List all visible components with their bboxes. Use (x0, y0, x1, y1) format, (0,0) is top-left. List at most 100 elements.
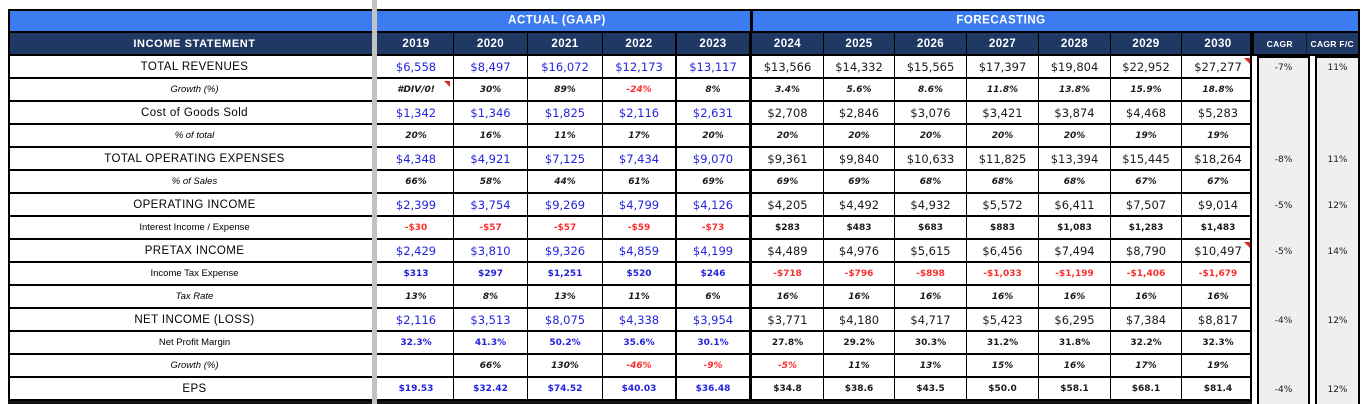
cell-2028[interactable]: $58.1 (1039, 378, 1111, 399)
cell-2020[interactable]: $3,754 (454, 194, 528, 215)
cell-2026[interactable]: $683 (895, 217, 967, 238)
year-header-2023[interactable]: 2023 (677, 33, 752, 54)
cell-2027[interactable]: $3,421 (967, 102, 1039, 123)
cell-2026[interactable]: 8.6% (895, 79, 967, 100)
cell-2022[interactable]: $7,434 (603, 148, 677, 169)
cell-2029[interactable]: 19% (1111, 125, 1182, 146)
cell-2024[interactable]: $3,771 (752, 309, 824, 330)
cell-2025[interactable]: $4,492 (824, 194, 895, 215)
cell-2028[interactable]: -$1,199 (1039, 263, 1111, 284)
cell-2028[interactable]: 16% (1039, 286, 1111, 307)
cell-2024[interactable]: 69% (752, 171, 824, 192)
cell-2022[interactable]: -24% (603, 79, 677, 100)
cell-2024[interactable]: $4,489 (752, 240, 824, 261)
cell-2029[interactable]: 15.9% (1111, 79, 1182, 100)
cell-2026[interactable]: 20% (895, 125, 967, 146)
cell-2029[interactable]: 16% (1111, 286, 1182, 307)
cell-2027[interactable]: 15% (967, 355, 1039, 376)
cell-2025[interactable]: $14,332 (824, 56, 895, 77)
year-header-2026[interactable]: 2026 (895, 33, 967, 54)
cell-2027[interactable]: -$1,033 (967, 263, 1039, 284)
cell-2030[interactable]: 67% (1207, 176, 1229, 187)
cagr-column-header[interactable]: CAGR (1266, 38, 1293, 49)
year-header-2024[interactable]: 2024 (752, 33, 824, 54)
cell-2023[interactable]: $9,070 (677, 148, 752, 169)
cell-2029[interactable]: 17% (1111, 355, 1182, 376)
cell-2022[interactable]: $2,116 (603, 102, 677, 123)
cell-2029[interactable]: -$1,406 (1111, 263, 1182, 284)
cell-2019[interactable]: $1,342 (379, 102, 454, 123)
cell-2030[interactable]: 16% (1207, 291, 1229, 302)
cell-2020[interactable]: 16% (454, 125, 528, 146)
cell-2019[interactable]: $313 (379, 263, 454, 284)
cell-2019[interactable]: 20% (379, 125, 454, 146)
row-label[interactable]: Net Profit Margin (158, 337, 231, 348)
cell-2019[interactable]: 66% (379, 171, 454, 192)
cell-2027[interactable]: $883 (967, 217, 1039, 238)
cagr-column[interactable]: -7% -8% -5% -5% -4% -4% (1257, 56, 1310, 404)
cell-2021[interactable]: 50.2% (528, 332, 603, 353)
cell-2019[interactable]: $6,558 (379, 56, 454, 77)
cell-2024[interactable]: $4,205 (752, 194, 824, 215)
cell-2024[interactable]: 20% (752, 125, 824, 146)
cell-2022[interactable]: 11% (603, 286, 677, 307)
year-header-2028[interactable]: 2028 (1039, 33, 1111, 54)
cell-2024[interactable]: $2,708 (752, 102, 824, 123)
cell-2020[interactable]: $32.42 (454, 378, 528, 399)
cell-2020[interactable]: $4,921 (454, 148, 528, 169)
cell-2025[interactable]: 11% (824, 355, 895, 376)
cell-2030[interactable]: $81.4 (1203, 383, 1233, 394)
cell-2022[interactable]: $4,859 (603, 240, 677, 261)
cell-2030[interactable]: 18.8% (1202, 84, 1234, 95)
cell-2023[interactable]: -9% (677, 355, 752, 376)
cell-2027[interactable]: $5,423 (967, 309, 1039, 330)
row-label[interactable]: TOTAL REVENUES (140, 60, 249, 73)
cell-2028[interactable]: $6,295 (1039, 309, 1111, 330)
cell-2026[interactable]: 30.3% (895, 332, 967, 353)
cell-2026[interactable]: $10,633 (895, 148, 967, 169)
cell-2025[interactable]: $483 (824, 217, 895, 238)
cell-2019[interactable]: $19.53 (379, 378, 454, 399)
cell-2026[interactable]: $43.5 (895, 378, 967, 399)
row-label[interactable]: TOTAL OPERATING EXPENSES (104, 152, 285, 165)
cell-2020[interactable]: 8% (454, 286, 528, 307)
row-label[interactable]: % of total (174, 130, 215, 141)
cell-2023[interactable]: $2,631 (677, 102, 752, 123)
cell-2025[interactable]: $9,840 (824, 148, 895, 169)
cell-2030[interactable]: $10,497 (1194, 243, 1242, 258)
cell-2023[interactable]: $13,117 (677, 56, 752, 77)
cell-2019[interactable]: 13% (379, 286, 454, 307)
cell-2025[interactable]: 20% (824, 125, 895, 146)
cell-2020[interactable]: 41.3% (454, 332, 528, 353)
cell-2021[interactable]: 44% (528, 171, 603, 192)
cell-2024[interactable]: $283 (752, 217, 824, 238)
cell-2023[interactable]: -$73 (677, 217, 752, 238)
cell-2025[interactable]: $4,180 (824, 309, 895, 330)
cell-2029[interactable]: $8,790 (1111, 240, 1182, 261)
cell-2030[interactable]: $1,483 (1200, 222, 1236, 233)
cell-2028[interactable]: $7,494 (1039, 240, 1111, 261)
cell-2020[interactable]: $1,346 (454, 102, 528, 123)
cell-2021[interactable]: $1,251 (528, 263, 603, 284)
row-label[interactable]: Tax Rate (175, 291, 214, 302)
cell-2030[interactable]: 19% (1207, 130, 1229, 141)
cell-2022[interactable]: $4,799 (603, 194, 677, 215)
cell-2023[interactable]: $4,126 (677, 194, 752, 215)
cell-2021[interactable]: 89% (528, 79, 603, 100)
cell-2027[interactable]: $50.0 (967, 378, 1039, 399)
cell-2023[interactable]: $3,954 (677, 309, 752, 330)
cell-2022[interactable]: $520 (603, 263, 677, 284)
cell-2028[interactable]: $1,083 (1039, 217, 1111, 238)
cell-2020[interactable]: $297 (454, 263, 528, 284)
cell-2021[interactable]: 11% (528, 125, 603, 146)
cell-2024[interactable]: -5% (752, 355, 824, 376)
cell-2028[interactable]: 20% (1039, 125, 1111, 146)
cell-2029[interactable]: 32.2% (1111, 332, 1182, 353)
cell-2020[interactable]: 30% (454, 79, 528, 100)
cell-2029[interactable]: $15,445 (1111, 148, 1182, 169)
cagr-fc-column[interactable]: 11% 11% 12% 14% 12% 12% (1315, 56, 1360, 404)
cell-2026[interactable]: $15,565 (895, 56, 967, 77)
cell-2023[interactable]: 6% (677, 286, 752, 307)
frozen-pane-divider[interactable] (372, 0, 377, 404)
cell-2021[interactable]: $16,072 (528, 56, 603, 77)
